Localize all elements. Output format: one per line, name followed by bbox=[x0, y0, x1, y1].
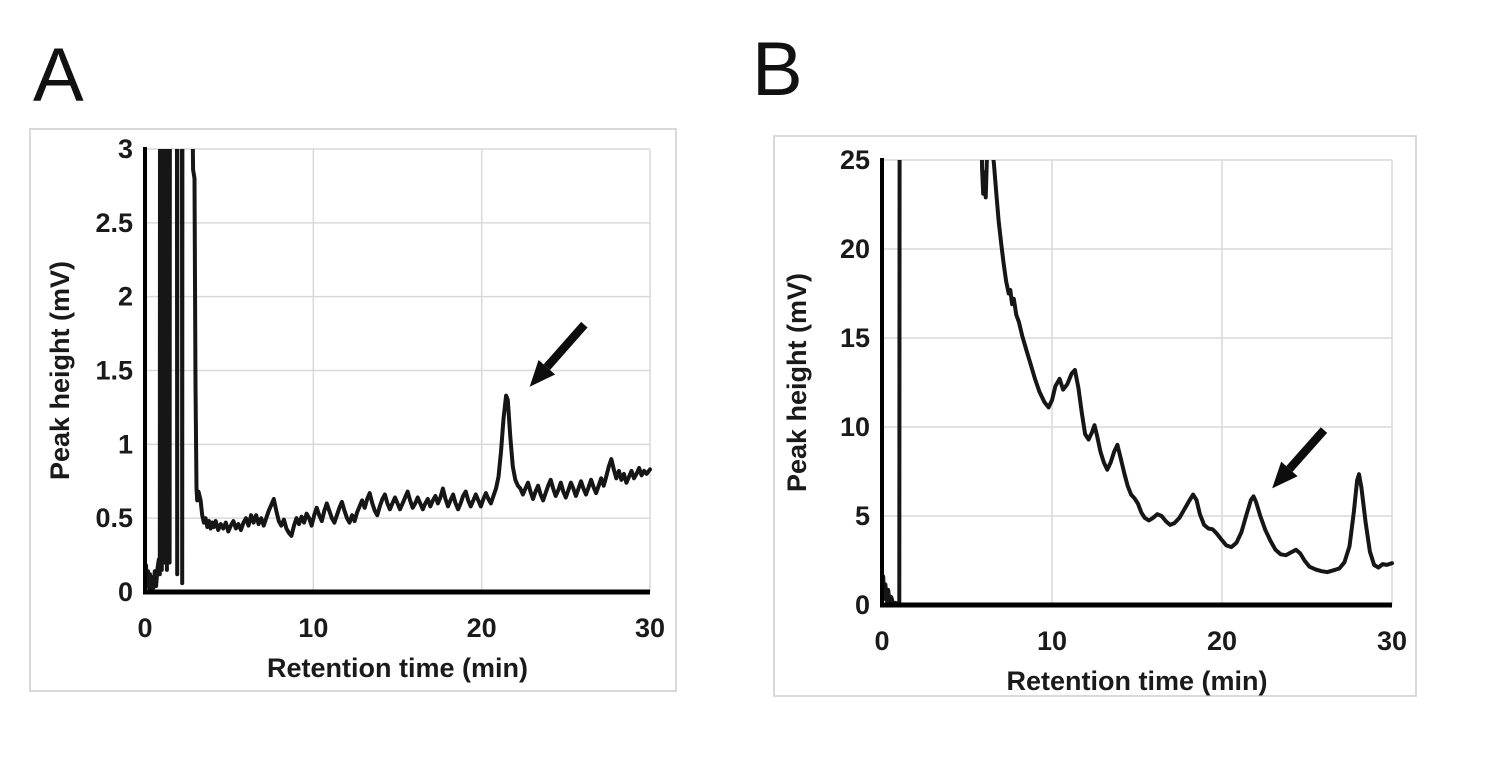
x-tick-label: 30 bbox=[1377, 626, 1407, 656]
chromatogram-chart-b: 0 5 10 15 20 25 0 10 20 30 Retention time (min) Pea… bbox=[782, 145, 1407, 696]
y-tick-label: 20 bbox=[840, 234, 870, 264]
x-tick-label: 30 bbox=[635, 613, 665, 643]
y-tick-label: 0 bbox=[855, 590, 870, 620]
x-tick-label: 10 bbox=[1037, 626, 1067, 656]
x-tick-label: 20 bbox=[467, 613, 497, 643]
chromatogram-trace bbox=[143, 149, 652, 591]
x-axis-title: Retention time (min) bbox=[267, 653, 528, 683]
panel-label-b: B bbox=[752, 27, 803, 112]
y-tick-label: 15 bbox=[840, 323, 870, 353]
chromatogram-trace bbox=[880, 160, 1394, 606]
y-tick-label: 3 bbox=[118, 134, 133, 164]
x-tick-label: 0 bbox=[137, 613, 152, 643]
x-tick-label: 20 bbox=[1207, 626, 1237, 656]
annotation-arrow-shaft bbox=[1286, 427, 1328, 472]
annotation-arrow-head bbox=[1272, 461, 1298, 489]
x-tick-label: 0 bbox=[874, 626, 889, 656]
y-tick-label: 25 bbox=[840, 145, 870, 175]
y-tick-label: 1.5 bbox=[95, 356, 133, 386]
chromatogram-panel-a: 0 0.5 1 1.5 2 2.5 3 0 10 20 30 Retention time (min)… bbox=[29, 128, 677, 692]
y-tick-label: 0 bbox=[118, 577, 133, 607]
annotation-arrow-head bbox=[529, 359, 556, 387]
y-tick-label: 0.5 bbox=[95, 503, 133, 533]
y-tick-label: 10 bbox=[840, 412, 870, 442]
panel-label-a: A bbox=[33, 33, 84, 118]
y-tick-label: 2 bbox=[118, 282, 133, 312]
y-axis-title: Peak height (mV) bbox=[45, 261, 75, 480]
x-axis-title: Retention time (min) bbox=[1007, 666, 1268, 696]
y-tick-label: 5 bbox=[855, 501, 870, 531]
x-tick-label: 10 bbox=[298, 613, 328, 643]
y-axis-title: Peak height (mV) bbox=[782, 273, 812, 492]
y-tick-label: 2.5 bbox=[95, 208, 133, 238]
y-tick-label: 1 bbox=[118, 429, 133, 459]
chromatogram-panel-b: 0 5 10 15 20 25 0 10 20 30 Retention time (min) Pea… bbox=[773, 135, 1417, 697]
annotation-arrow-shaft bbox=[543, 321, 588, 371]
